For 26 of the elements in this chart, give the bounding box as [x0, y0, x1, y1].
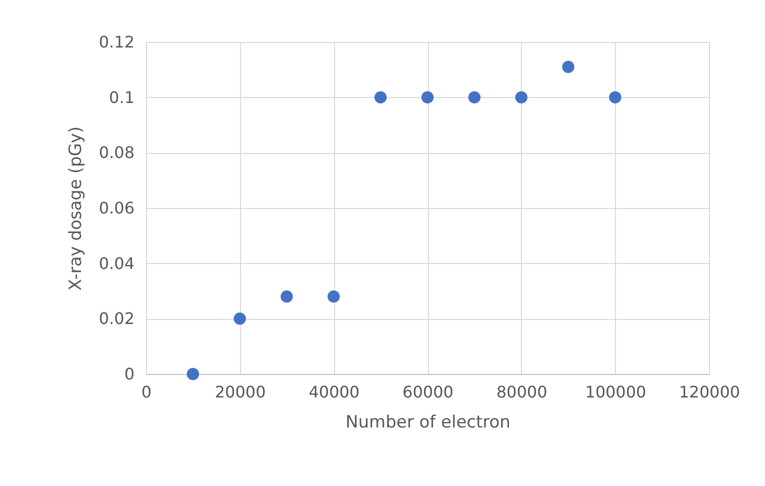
- point: [374, 91, 387, 104]
- x-tick-label: 80000: [496, 382, 548, 402]
- point: [421, 91, 434, 104]
- point: [515, 91, 528, 104]
- y-tick-label: 0.12: [98, 32, 134, 52]
- x-tick-label: 120000: [678, 382, 740, 402]
- x-tick-label: 20000: [214, 382, 266, 402]
- y-tick-label: 0.02: [98, 309, 134, 328]
- y-tick-label: 0.06: [98, 198, 134, 218]
- point: [562, 60, 574, 74]
- y-tick-label: 0.1: [109, 88, 134, 107]
- x-tick-label: 0: [141, 382, 152, 402]
- point: [234, 312, 246, 325]
- point: [468, 91, 481, 104]
- y-tick-label: 0: [124, 364, 134, 384]
- y-tick-label: 0.08: [98, 143, 134, 162]
- y-axis-title: X-ray dosage (pGy): [66, 126, 86, 291]
- x-axis-title: Number of electron: [346, 412, 510, 432]
- point: [280, 290, 293, 303]
- x-tick-label: 100000: [585, 382, 646, 402]
- point: [328, 290, 340, 303]
- point: [186, 368, 200, 380]
- y-tick-label: 0.04: [98, 254, 134, 273]
- x-tick-label: 60000: [402, 382, 454, 402]
- point: [609, 91, 622, 104]
- x-tick-label: 40000: [308, 382, 360, 402]
